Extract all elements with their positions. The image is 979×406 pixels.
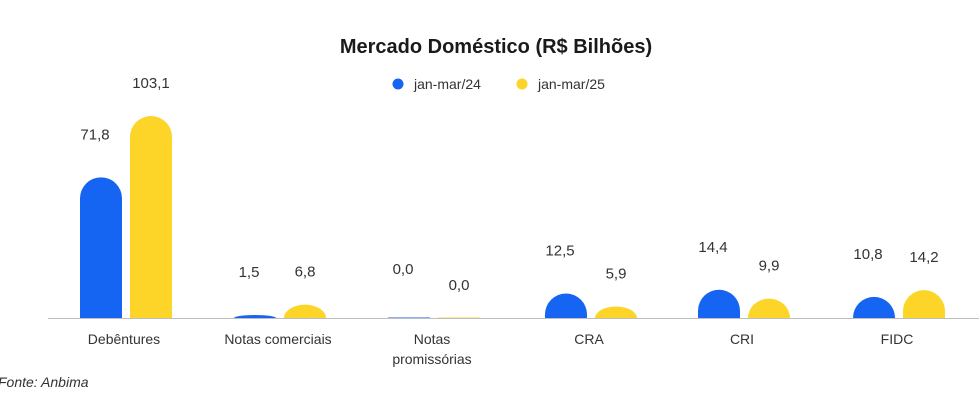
category-label-5: FIDC <box>881 331 914 347</box>
legend-label-1: jan-mar/25 <box>537 76 605 92</box>
legend-marker-1 <box>516 78 528 90</box>
bar-3-1 <box>595 306 637 318</box>
category-label-0: Debêntures <box>88 331 160 347</box>
data-label-4-0: 14,4 <box>698 239 727 256</box>
bars-group: 71,8 103,1 1,5 6,8 0,0 0,0 12,5 5,9 14,4 9,9 10,8 1… <box>80 75 945 319</box>
data-label-2-1: 0,0 <box>449 277 470 294</box>
data-label-1-1: 6,8 <box>295 264 316 281</box>
bar-0-1 <box>130 116 172 318</box>
category-label-line: Notas <box>414 331 451 347</box>
category-label-line: FIDC <box>881 331 914 347</box>
data-label-4-1: 9,9 <box>759 258 780 275</box>
legend: jan-mar/24 jan-mar/25 <box>392 76 605 92</box>
data-label-2-0: 0,0 <box>393 261 414 278</box>
category-label-3: CRA <box>574 331 604 347</box>
source-note: Fonte: Anbima <box>0 374 89 390</box>
bar-5-0 <box>853 296 895 318</box>
data-label-0-0: 71,8 <box>80 126 109 143</box>
data-label-5-1: 14,2 <box>909 249 938 266</box>
data-label-5-0: 10,8 <box>853 246 882 263</box>
data-label-1-0: 1,5 <box>239 264 260 281</box>
category-label-line: promissórias <box>392 351 471 367</box>
bar-3-0 <box>545 293 587 318</box>
category-label-line: CRI <box>730 331 754 347</box>
category-label-line: Notas comerciais <box>224 331 331 347</box>
category-label-line: CRA <box>574 331 604 347</box>
data-label-3-0: 12,5 <box>545 243 574 260</box>
category-label-4: CRI <box>730 331 754 347</box>
category-label-1: Notas comerciais <box>224 331 331 347</box>
category-label-2: Notas promissórias <box>392 331 471 367</box>
chart-title: Mercado Doméstico (R$ Bilhões) <box>340 36 652 58</box>
data-label-3-1: 5,9 <box>606 265 627 282</box>
bar-5-1 <box>903 290 945 318</box>
bar-1-1 <box>284 304 326 318</box>
data-label-0-1: 103,1 <box>132 75 170 92</box>
bar-4-1 <box>748 298 790 318</box>
bar-1-0 <box>234 315 276 318</box>
legend-label-0: jan-mar/24 <box>413 76 481 92</box>
bar-4-0 <box>698 289 740 318</box>
legend-marker-0 <box>392 78 404 90</box>
category-label-line: Debêntures <box>88 331 160 347</box>
bar-0-0 <box>80 177 122 318</box>
category-labels: Debêntures Notas comerciais Notas promissór… <box>88 331 914 367</box>
